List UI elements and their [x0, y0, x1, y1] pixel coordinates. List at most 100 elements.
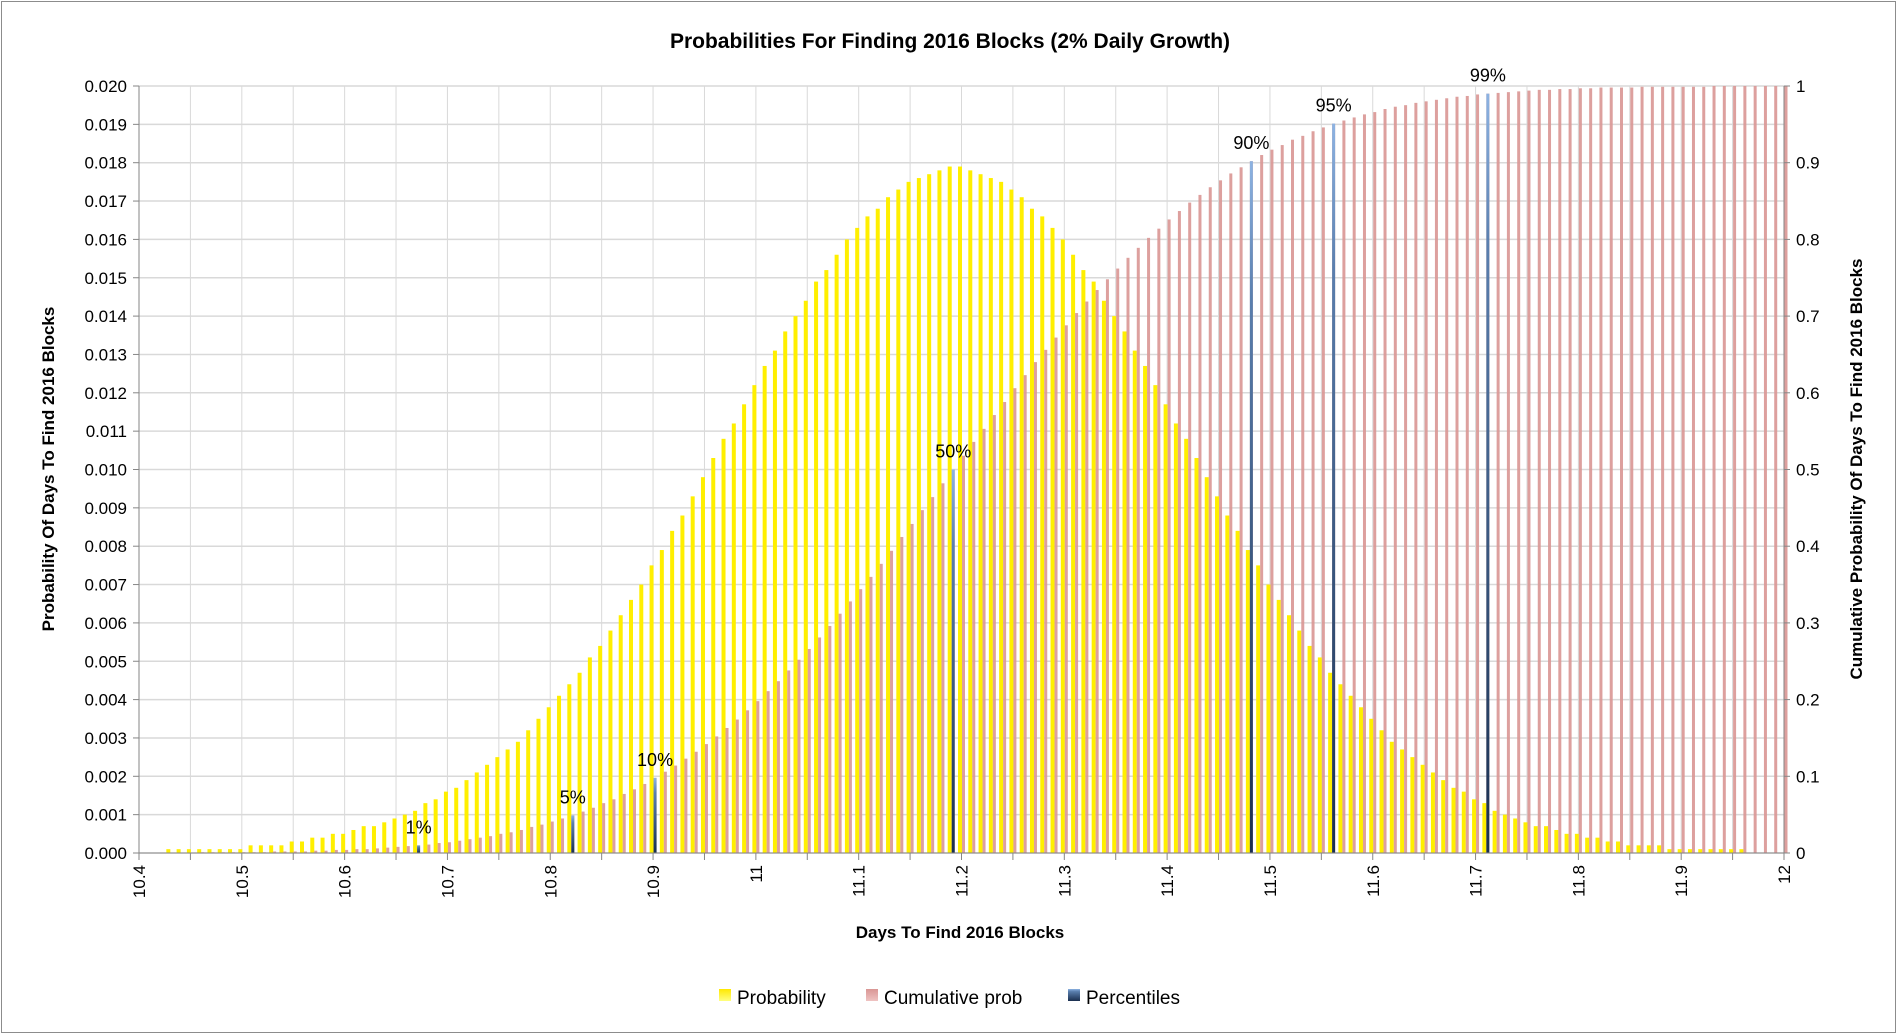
y-tick-label: 0.002: [84, 767, 127, 786]
y-tick-label: 0.020: [84, 77, 127, 96]
cumulative-bar: [447, 842, 451, 853]
y-tick-label: 0.017: [84, 192, 127, 211]
probability-bar: [207, 849, 212, 853]
cumulative-bar: [1774, 86, 1778, 853]
cumulative-bar: [1383, 109, 1387, 853]
cumulative-bar: [879, 563, 883, 853]
probability-bar: [752, 385, 757, 853]
probability-bar: [1050, 227, 1055, 853]
probability-bar: [1101, 300, 1106, 853]
cumulative-bar: [1527, 90, 1531, 854]
probability-bar: [1605, 841, 1610, 853]
probability-bar: [1163, 404, 1168, 853]
x-tick-label: 10.9: [644, 865, 663, 898]
cumulative-bar: [1362, 114, 1366, 853]
cumulative-bar: [540, 824, 544, 853]
probability-bar: [875, 208, 880, 854]
x-tick-label: 10.4: [130, 865, 149, 898]
probability-bar: [361, 826, 366, 853]
probability-bar: [1472, 799, 1477, 853]
cumulative-bar: [1763, 86, 1767, 853]
y-tick-label: 0.014: [84, 307, 127, 326]
probability-bar: [464, 780, 469, 853]
probability-bar: [608, 630, 613, 853]
probability-bar: [258, 845, 263, 853]
cumulative-bar: [848, 601, 852, 853]
probability-bar: [1019, 197, 1024, 854]
cumulative-bar: [1270, 149, 1274, 853]
cumulative-bar: [982, 428, 986, 853]
probability-bar: [186, 849, 191, 853]
probability-bar: [659, 550, 664, 853]
legend: Probability Cumulative prob Percentiles: [719, 988, 1180, 1009]
probability-bar: [382, 822, 387, 853]
cumulative-bar: [704, 744, 708, 853]
probability-bar: [1132, 350, 1137, 853]
cumulative-bar: [1023, 375, 1027, 853]
probability-bar: [443, 791, 448, 853]
x-tick-label: 11.9: [1672, 865, 1691, 897]
cumulative-bar: [1239, 167, 1243, 853]
cumulative-bar: [1496, 92, 1500, 853]
probability-bar: [1657, 845, 1662, 853]
y-tick-label: 0.004: [84, 691, 127, 710]
probability-bar: [1410, 757, 1415, 853]
y-right-tick-label: 0.6: [1796, 384, 1820, 403]
probability-bar: [1307, 645, 1312, 853]
probability-bar: [844, 239, 849, 853]
probability-bar: [238, 849, 243, 853]
cumulative-bar: [1373, 112, 1377, 853]
y-right-tick-label: 0.3: [1796, 614, 1820, 633]
cumulative-bar: [941, 483, 945, 853]
cumulative-bar: [746, 710, 750, 853]
probability-bar: [1348, 695, 1353, 853]
probability-bar: [803, 300, 808, 853]
y-tick-label: 0.018: [84, 154, 127, 173]
cumulative-bar: [992, 415, 996, 853]
cumulative-bar: [375, 848, 379, 853]
probability-bar: [1029, 208, 1034, 854]
cumulative-bar: [458, 840, 462, 853]
cumulative-bar: [561, 818, 565, 853]
probability-bar: [968, 170, 973, 853]
probability-bar: [742, 404, 747, 853]
probability-bar: [1358, 707, 1363, 853]
probability-bar: [320, 837, 325, 853]
cumulative-bar: [900, 536, 904, 853]
cumulative-bar: [818, 637, 822, 853]
cumulative-bar: [365, 849, 369, 853]
probability-bar: [927, 174, 932, 853]
probability-bar: [577, 672, 582, 853]
cumulative-bar: [324, 850, 328, 853]
cumulative-bar: [1013, 388, 1017, 853]
probability-bar: [1482, 803, 1487, 853]
cumulative-bar: [1434, 99, 1438, 853]
cumulative-bar: [1630, 87, 1634, 853]
cumulative-bar: [1321, 127, 1325, 854]
probability-bar: [1585, 837, 1590, 853]
cumulative-bar: [386, 847, 390, 853]
cumulative-bar: [1537, 89, 1541, 853]
percentile-label: 99%: [1470, 66, 1506, 86]
y-right-tick-label: 0.1: [1796, 767, 1820, 786]
probability-bar: [1369, 718, 1374, 853]
percentile-label: 50%: [935, 442, 971, 462]
cumulative-bar: [797, 659, 801, 853]
cumulative-bar: [1712, 86, 1716, 853]
probability-bar: [330, 833, 335, 853]
probability-bar: [937, 170, 942, 853]
probability-bar: [649, 565, 654, 853]
y-tick-label: 0.000: [84, 844, 127, 863]
probability-bar: [598, 645, 603, 853]
probability-bar: [629, 599, 633, 853]
cumulative-bar: [581, 811, 585, 853]
cumulative-bar: [489, 836, 493, 853]
probability-bar: [1060, 239, 1065, 853]
probability-bar: [1338, 684, 1343, 853]
cumulative-bar: [1691, 86, 1695, 854]
probability-bar: [310, 837, 315, 853]
probability-bar: [1276, 599, 1281, 853]
probability-bar: [1400, 749, 1405, 853]
probability-bar: [639, 584, 644, 853]
cumulative-bar: [1003, 402, 1007, 853]
